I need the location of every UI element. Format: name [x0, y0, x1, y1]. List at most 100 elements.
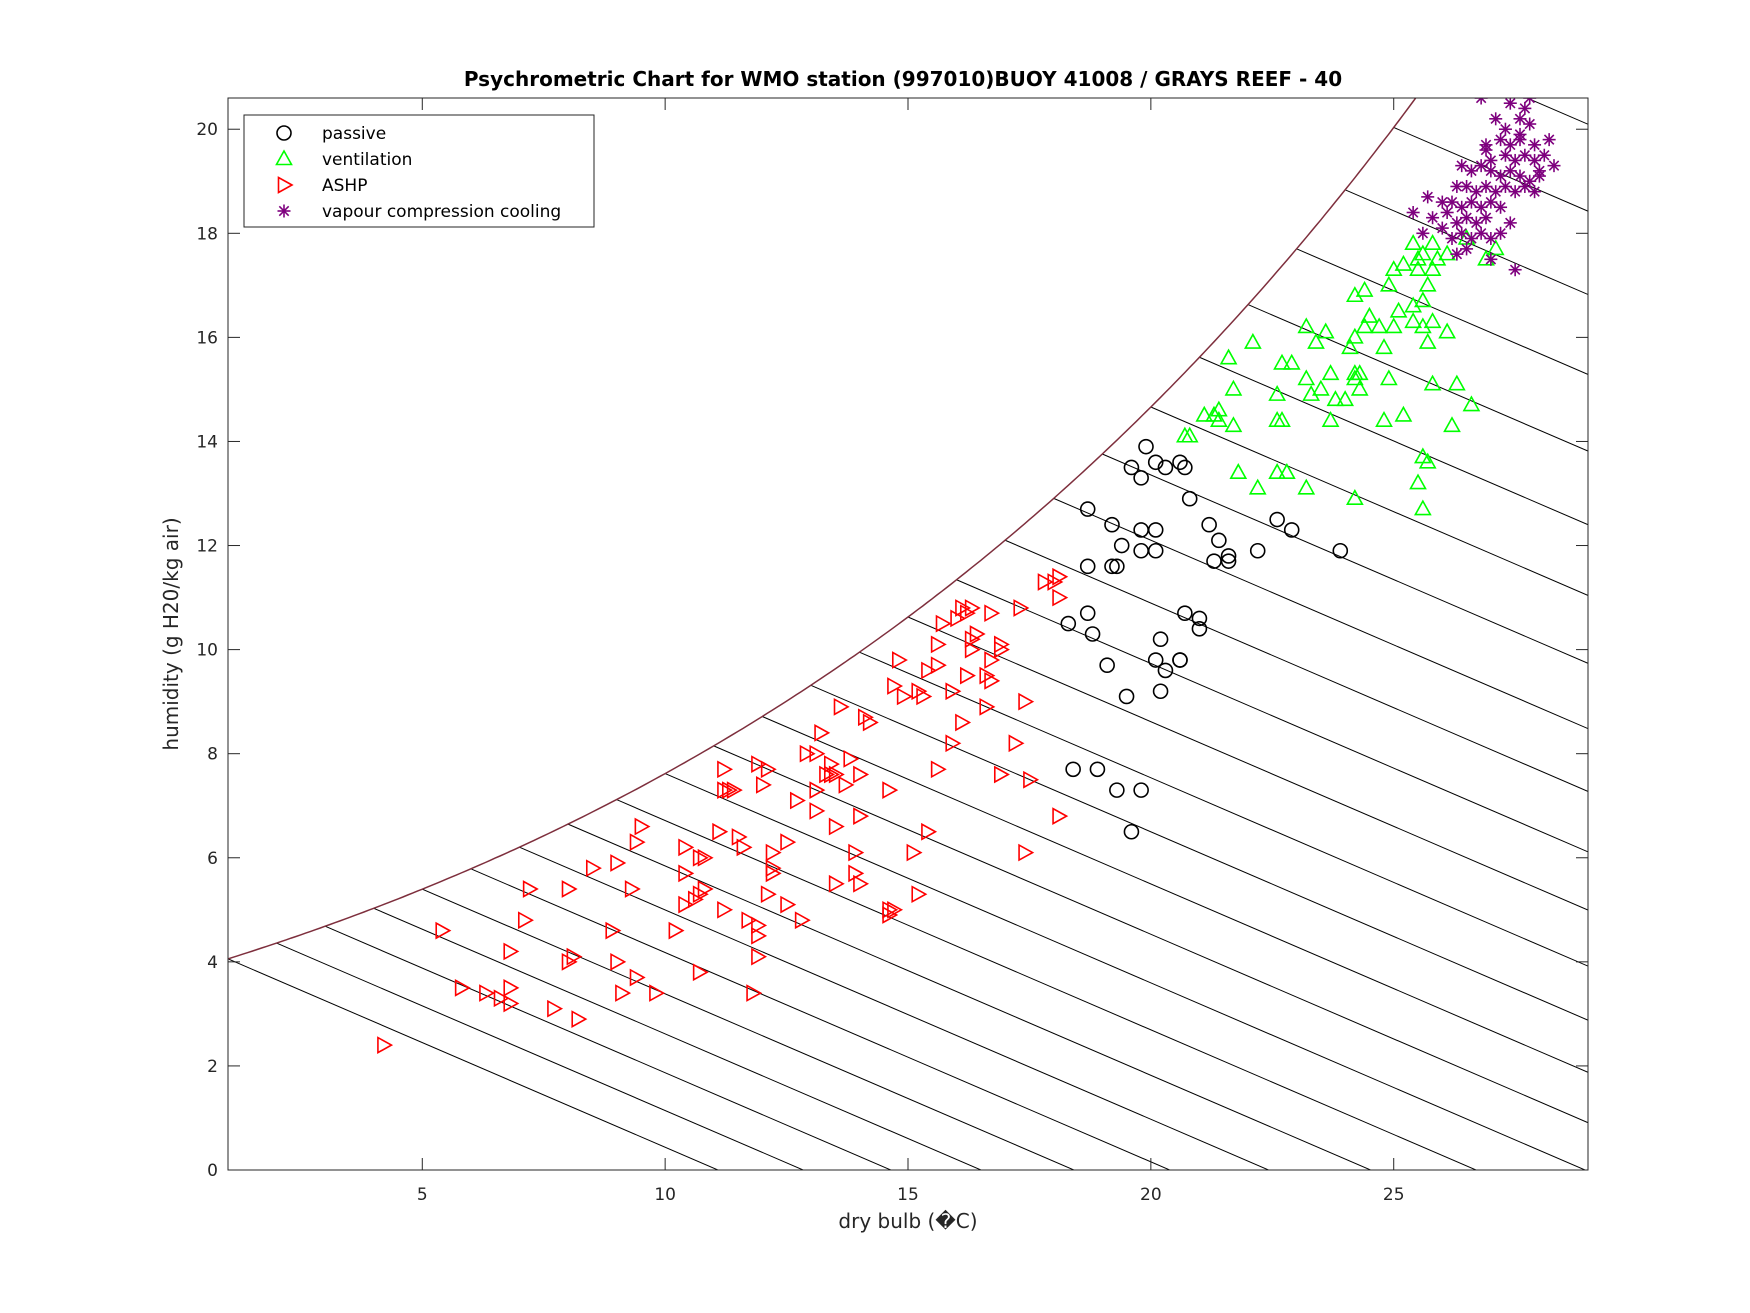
point-ashp	[896, 687, 913, 706]
x-tick-label: 20	[1140, 1185, 1162, 1205]
point-ventilation	[1273, 410, 1291, 427]
point-vapour-compression-cooling	[1494, 200, 1508, 214]
point-vapour-compression-cooling	[1518, 148, 1532, 162]
point-vapour-compression-cooling	[1489, 185, 1503, 199]
enthalpy-line	[713, 745, 1588, 1124]
point-ashp	[887, 677, 904, 695]
point-ashp	[984, 651, 1001, 669]
point-ashp	[964, 630, 981, 649]
point-ashp	[668, 921, 685, 940]
point-ashp	[979, 697, 996, 716]
point-vapour-compression-cooling	[1455, 200, 1469, 214]
point-ashp	[692, 963, 709, 982]
point-ashp	[751, 755, 768, 773]
y-tick-label: 16	[196, 328, 218, 348]
point-ventilation	[1423, 260, 1442, 277]
point-ventilation	[1277, 463, 1296, 479]
point-ashp	[566, 947, 583, 966]
point-passive	[1332, 542, 1349, 559]
point-ashp	[921, 822, 938, 841]
point-ashp	[561, 952, 578, 971]
point-ashp	[964, 599, 981, 617]
point-ashp	[853, 765, 870, 784]
point-ventilation	[1404, 234, 1423, 251]
point-ashp	[547, 999, 564, 1018]
point-ashp	[726, 781, 743, 799]
enthalpy-line	[519, 846, 1270, 1170]
point-ashp	[882, 781, 899, 799]
y-tick-label: 8	[207, 745, 218, 765]
point-vapour-compression-cooling	[1498, 148, 1512, 162]
point-ventilation	[1345, 286, 1364, 303]
point-ashp	[522, 880, 539, 898]
point-ventilation	[1443, 416, 1461, 433]
point-passive	[1220, 548, 1237, 564]
point-vapour-compression-cooling	[1479, 179, 1493, 193]
point-ashp	[843, 750, 860, 768]
point-ashp	[624, 880, 641, 898]
point-ashp	[780, 833, 797, 852]
point-vapour-compression-cooling	[1406, 205, 1420, 219]
enthalpy-line	[664, 773, 1587, 1170]
point-vapour-compression-cooling	[1503, 164, 1517, 178]
point-ventilation	[1195, 405, 1214, 422]
point-ashp	[930, 760, 947, 779]
point-ventilation	[1248, 478, 1267, 495]
point-ashp	[984, 604, 1001, 623]
enthalpy-line	[1247, 304, 1588, 452]
point-ashp	[1018, 692, 1035, 711]
point-vapour-compression-cooling	[1484, 232, 1498, 246]
y-axis-label: humidity (g H20/kg air)	[159, 517, 183, 750]
point-ashp	[678, 864, 695, 883]
point-ashp	[882, 906, 899, 924]
point-passive	[1181, 490, 1198, 507]
enthalpy-line	[228, 958, 720, 1170]
point-passive	[1109, 558, 1125, 575]
point-ventilation	[1355, 317, 1374, 334]
point-ventilation	[1375, 410, 1393, 427]
point-vapour-compression-cooling	[1484, 252, 1498, 266]
enthalpy-line	[567, 823, 1372, 1170]
point-ventilation	[1375, 338, 1393, 355]
point-vapour-compression-cooling	[1435, 221, 1449, 235]
y-tick-label: 18	[196, 224, 218, 244]
point-passive	[1191, 610, 1208, 627]
legend-label: vapour compression cooling	[322, 202, 561, 222]
point-ashp	[809, 744, 826, 763]
point-ashp	[746, 984, 763, 1002]
point-ventilation	[1409, 473, 1427, 490]
point-ventilation	[1423, 374, 1442, 391]
point-vapour-compression-cooling	[1532, 164, 1546, 178]
point-ashp	[610, 952, 627, 971]
legend: passive ventilation ASHP vapour compression…	[243, 114, 595, 228]
point-ashp	[955, 713, 972, 732]
point-ashp	[1052, 567, 1069, 586]
point-ashp	[435, 921, 452, 940]
y-tick-label: 4	[207, 953, 218, 973]
x-tick-label: 25	[1383, 1185, 1405, 1205]
point-ventilation	[1297, 369, 1316, 386]
point-passive	[1177, 605, 1193, 621]
y-axis: 0 2 4 6 8 10 12 14 16 18 20	[196, 120, 1588, 1181]
point-vapour-compression-cooling	[1513, 112, 1527, 126]
point-vapour-compression-cooling	[1479, 143, 1493, 157]
point-vapour-compression-cooling	[1464, 232, 1478, 246]
point-ventilation	[1413, 499, 1432, 516]
point-ashp	[959, 666, 976, 685]
point-vapour-compression-cooling	[1498, 122, 1512, 136]
point-ashp	[911, 682, 928, 701]
point-vapour-compression-cooling	[1489, 112, 1503, 126]
point-ashp	[634, 817, 651, 836]
point-ashp	[823, 765, 840, 784]
point-ashp	[717, 900, 734, 919]
point-ventilation	[1486, 239, 1505, 256]
point-vapour-compression-cooling	[1508, 263, 1522, 277]
point-ventilation	[1341, 338, 1359, 355]
point-ventilation	[1345, 489, 1364, 505]
y-tick-label: 12	[196, 537, 218, 557]
y-tick-label: 10	[196, 641, 218, 661]
point-ashp	[629, 833, 646, 852]
point-ashp	[887, 900, 904, 919]
point-ashp	[848, 843, 865, 862]
legend-box	[243, 114, 595, 228]
